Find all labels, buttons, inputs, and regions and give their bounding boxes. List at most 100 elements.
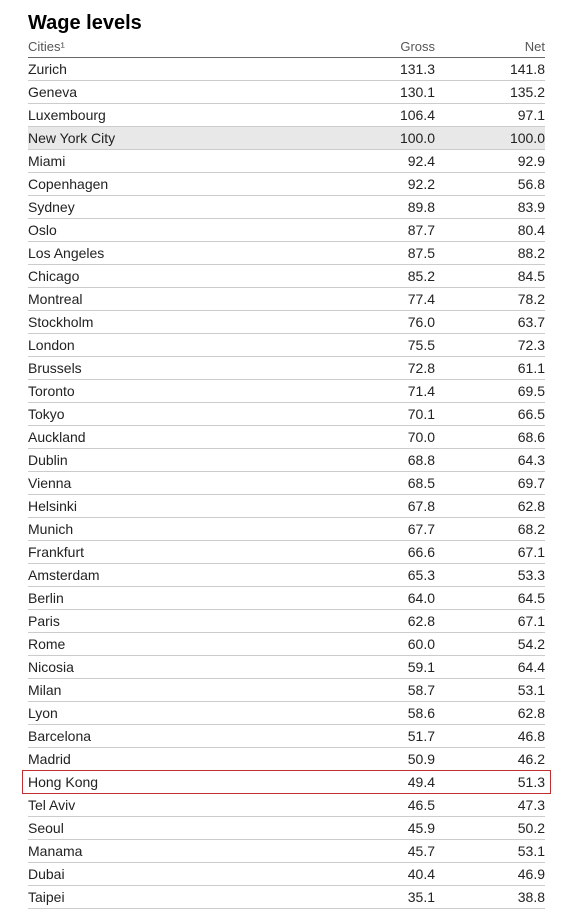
table-row: Vienna68.569.7 [28,472,545,495]
cell-net: 61.1 [435,360,545,376]
table-row: Lyon58.662.8 [28,702,545,725]
cell-gross: 70.0 [325,429,435,445]
table-row: Zurich131.3141.8 [28,58,545,81]
cell-net: 46.9 [435,866,545,882]
table-row: London75.572.3 [28,334,545,357]
table-row: Auckland70.068.6 [28,426,545,449]
cell-gross: 67.8 [325,498,435,514]
cell-city: Amsterdam [28,567,325,583]
cell-gross: 100.0 [325,130,435,146]
cell-gross: 87.5 [325,245,435,261]
table-row: Copenhagen92.256.8 [28,173,545,196]
cell-net: 62.8 [435,705,545,721]
cell-gross: 59.1 [325,659,435,675]
table-row: Sydney89.883.9 [28,196,545,219]
cell-gross: 87.7 [325,222,435,238]
cell-city: Milan [28,682,325,698]
header-gross: Gross [325,39,435,54]
cell-net: 53.3 [435,567,545,583]
table-row: Nicosia59.164.4 [28,656,545,679]
cell-city: New York City [28,130,325,146]
cell-gross: 131.3 [325,61,435,77]
cell-gross: 92.4 [325,153,435,169]
cell-city: Dubai [28,866,325,882]
cell-city: Paris [28,613,325,629]
cell-net: 63.7 [435,314,545,330]
cell-net: 83.9 [435,199,545,215]
page-title: Wage levels [28,12,545,37]
cell-gross: 60.0 [325,636,435,652]
table-row: Madrid50.946.2 [28,748,545,771]
cell-net: 64.5 [435,590,545,606]
table-row: Stockholm76.063.7 [28,311,545,334]
cell-gross: 45.9 [325,820,435,836]
cell-net: 46.2 [435,751,545,767]
table-row: Frankfurt66.667.1 [28,541,545,564]
cell-net: 84.5 [435,268,545,284]
cell-net: 64.3 [435,452,545,468]
cell-gross: 49.4 [325,774,435,790]
cell-city: Los Angeles [28,245,325,261]
table-row: Toronto71.469.5 [28,380,545,403]
cell-net: 69.7 [435,475,545,491]
table-row: Barcelona51.746.8 [28,725,545,748]
cell-gross: 51.7 [325,728,435,744]
cell-gross: 89.8 [325,199,435,215]
cell-net: 78.2 [435,291,545,307]
cell-net: 69.5 [435,383,545,399]
header-net: Net [435,39,545,54]
cell-gross: 67.7 [325,521,435,537]
table-row: Miami92.492.9 [28,150,545,173]
cell-gross: 76.0 [325,314,435,330]
table-row: Los Angeles87.588.2 [28,242,545,265]
cell-gross: 45.7 [325,843,435,859]
cell-city: Frankfurt [28,544,325,560]
cell-gross: 46.5 [325,797,435,813]
cell-gross: 65.3 [325,567,435,583]
cell-city: Brussels [28,360,325,376]
cell-city: London [28,337,325,353]
cell-city: Stockholm [28,314,325,330]
cell-city: Taipei [28,889,325,905]
cell-city: Lyon [28,705,325,721]
table-body: Zurich131.3141.8Geneva130.1135.2Luxembou… [28,58,545,909]
cell-city: Helsinki [28,498,325,514]
cell-net: 38.8 [435,889,545,905]
cell-net: 100.0 [435,130,545,146]
cell-gross: 85.2 [325,268,435,284]
cell-net: 97.1 [435,107,545,123]
cell-city: Manama [28,843,325,859]
table-row: Milan58.753.1 [28,679,545,702]
cell-city: Luxembourg [28,107,325,123]
cell-net: 72.3 [435,337,545,353]
cell-gross: 71.4 [325,383,435,399]
cell-net: 62.8 [435,498,545,514]
cell-city: Montreal [28,291,325,307]
table-row: Paris62.867.1 [28,610,545,633]
cell-gross: 70.1 [325,406,435,422]
table-row: Rome60.054.2 [28,633,545,656]
header-city: Cities¹ [28,39,325,54]
cell-net: 68.6 [435,429,545,445]
table-row: Brussels72.861.1 [28,357,545,380]
cell-net: 88.2 [435,245,545,261]
cell-gross: 66.6 [325,544,435,560]
cell-city: Barcelona [28,728,325,744]
cell-city: Miami [28,153,325,169]
cell-net: 135.2 [435,84,545,100]
cell-city: Tokyo [28,406,325,422]
table-row: Hong Kong49.451.3 [28,771,545,794]
cell-net: 56.8 [435,176,545,192]
table-row: Dublin68.864.3 [28,449,545,472]
cell-net: 53.1 [435,843,545,859]
cell-city: Toronto [28,383,325,399]
cell-city: Seoul [28,820,325,836]
table-row: Chicago85.284.5 [28,265,545,288]
table-row: Munich67.768.2 [28,518,545,541]
cell-city: Berlin [28,590,325,606]
cell-city: Sydney [28,199,325,215]
cell-gross: 72.8 [325,360,435,376]
cell-gross: 92.2 [325,176,435,192]
cell-city: Dublin [28,452,325,468]
cell-city: Hong Kong [28,774,325,790]
